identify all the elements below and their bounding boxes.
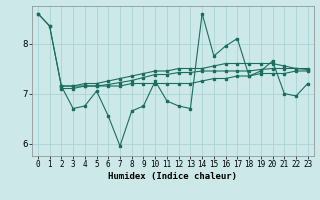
X-axis label: Humidex (Indice chaleur): Humidex (Indice chaleur) bbox=[108, 172, 237, 181]
